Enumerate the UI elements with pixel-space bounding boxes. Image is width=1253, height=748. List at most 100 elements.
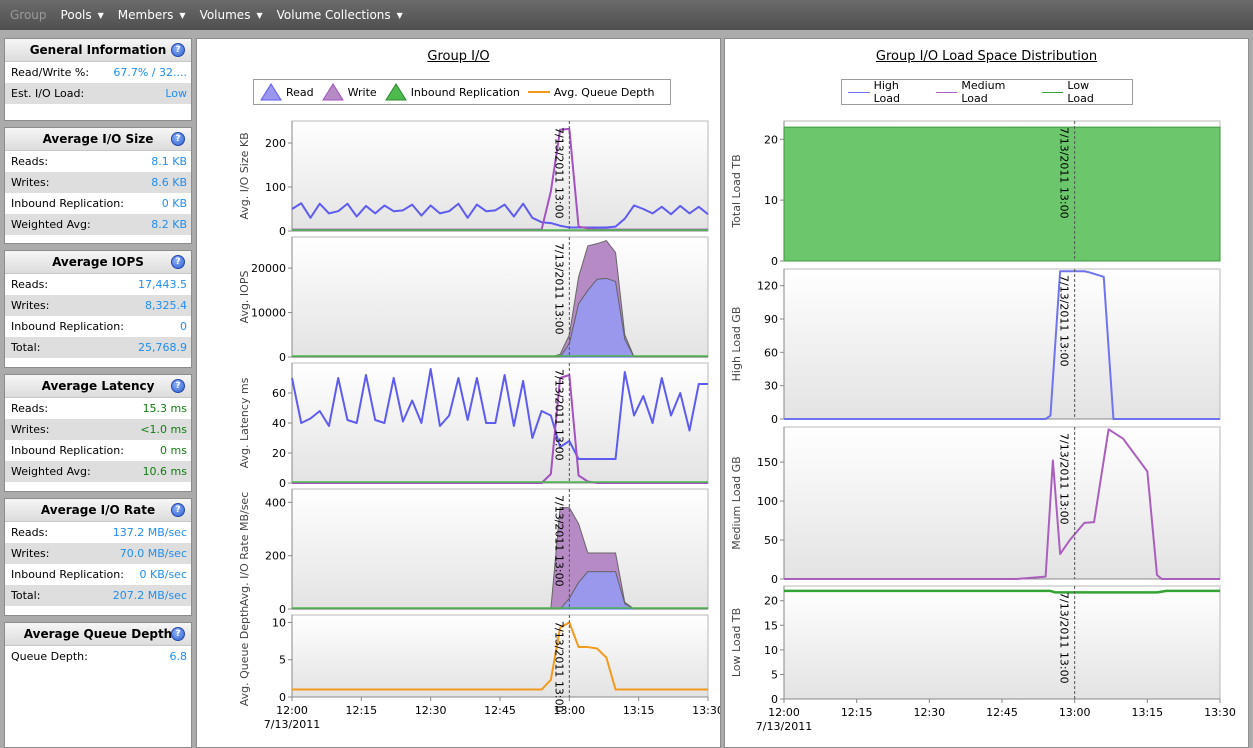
- info-row: Writes: <1.0 ms: [5, 419, 191, 440]
- info-value: 17,443.5: [138, 278, 187, 291]
- help-icon[interactable]: ?: [171, 379, 185, 393]
- info-label: Weighted Avg:: [11, 465, 91, 478]
- y-tick-label: 40: [272, 417, 286, 430]
- plot-area: [783, 268, 1221, 420]
- group-io-panel: Group I/O Read Write Inbound Replication…: [196, 38, 721, 748]
- time-marker-label: 7/13/2011 13:00: [552, 495, 565, 587]
- time-marker-label: 7/13/2011 13:00: [1058, 592, 1071, 684]
- info-value: 0 ms: [160, 444, 187, 457]
- info-value: 0 KB: [161, 197, 187, 210]
- help-icon[interactable]: ?: [171, 255, 185, 269]
- info-label: Reads:: [11, 155, 49, 168]
- section-header: General Information?: [5, 39, 191, 62]
- read-swatch-icon: [260, 83, 282, 101]
- low-load-line: [784, 589, 1220, 594]
- info-label: Writes:: [11, 176, 50, 189]
- group-io-title: Group I/O: [427, 49, 490, 64]
- y-tick-label: 20: [764, 133, 778, 146]
- load-distribution-legend: High Load Medium Load Low Load: [841, 79, 1133, 105]
- section-header: Average Latency?: [5, 375, 191, 398]
- time-marker-label: 7/13/2011 13:00: [552, 369, 565, 461]
- info-label: Reads:: [11, 526, 49, 539]
- info-label: Est. I/O Load:: [11, 87, 85, 100]
- x-tick-label: 12:15: [841, 706, 873, 719]
- y-tick-label: 0: [279, 691, 286, 704]
- time-marker-label: 7/13/2011 13:00: [1058, 433, 1071, 525]
- info-row: Writes: 70.0 MB/sec: [5, 543, 191, 564]
- read-line: [291, 368, 708, 460]
- y-tick-label: 200: [265, 550, 286, 563]
- y-tick-label: 120: [757, 280, 778, 293]
- plot-area: [291, 488, 709, 610]
- help-icon[interactable]: ?: [171, 132, 185, 146]
- menu-label: Members: [117, 8, 174, 22]
- y-tick-label: 0: [771, 413, 778, 426]
- time-marker-label: 7/13/2011 13:00: [552, 127, 565, 219]
- x-tick-label: 13:00: [553, 704, 585, 717]
- section-average-i-o-rate: Average I/O Rate? Reads: 137.2 MB/sec Write…: [4, 498, 192, 616]
- info-label: Writes:: [11, 423, 50, 436]
- write-swatch-icon: [321, 83, 344, 101]
- y-axis-label: Total Load TB: [730, 154, 743, 228]
- info-label: Inbound Replication:: [11, 197, 124, 210]
- y-tick-label: 400: [265, 496, 286, 509]
- info-label: Total:: [11, 341, 41, 354]
- legend-high-load: High Load: [848, 79, 928, 105]
- info-value: 10.6 ms: [142, 465, 187, 478]
- help-icon[interactable]: ?: [171, 43, 185, 57]
- avg-queue-depth-line: [292, 621, 708, 691]
- menu-label: Group: [10, 8, 47, 22]
- x-tick-label: 12:45: [986, 706, 1018, 719]
- plot-area: [783, 585, 1221, 700]
- y-tick-label: 30: [764, 380, 778, 393]
- info-value: 6.8: [169, 650, 188, 663]
- menu-members[interactable]: Members ▼: [118, 8, 186, 22]
- y-tick-label: 0: [279, 603, 286, 616]
- menu-volume-collections[interactable]: Volume Collections ▼: [277, 8, 403, 22]
- help-icon[interactable]: ?: [171, 627, 185, 641]
- info-row: Reads: 17,443.5: [5, 274, 191, 295]
- menu-pools[interactable]: Pools ▼: [61, 8, 104, 22]
- section-title: Average Queue Depth: [23, 627, 173, 641]
- info-label: Read/Write %:: [11, 66, 90, 79]
- info-row: Inbound Replication: 0 ms: [5, 440, 191, 461]
- y-tick-label: 10000: [251, 307, 286, 320]
- menu-group[interactable]: Group: [10, 8, 47, 22]
- y-tick-label: 60: [764, 346, 778, 359]
- top-menu-bar: Group Pools ▼ Members ▼ Volumes ▼ Volume Collec…: [0, 0, 1253, 30]
- help-icon[interactable]: ?: [171, 503, 185, 517]
- info-row: Weighted Avg: 10.6 ms: [5, 461, 191, 482]
- legend-read: Read: [260, 83, 314, 101]
- y-tick-label: 20: [764, 595, 778, 608]
- info-value: 0 KB/sec: [139, 568, 187, 581]
- info-value: 70.0 MB/sec: [119, 547, 187, 560]
- info-label: Inbound Replication:: [11, 320, 124, 333]
- x-tick-label: 12:00: [768, 706, 800, 719]
- plot-area: [291, 236, 709, 358]
- menu-volumes[interactable]: Volumes ▼: [200, 8, 263, 22]
- time-marker-label: 7/13/2011 13:00: [552, 243, 565, 335]
- info-row: Inbound Replication: 0: [5, 316, 191, 337]
- info-label: Total:: [11, 589, 41, 602]
- section-header: Average IOPS?: [5, 251, 191, 274]
- section-title: General Information: [29, 43, 167, 57]
- section-average-i-o-size: Average I/O Size? Reads: 8.1 KB Writes: 8.6 …: [4, 127, 192, 244]
- write-area: [292, 507, 708, 610]
- legend-medium-load-label: Medium Load: [961, 79, 1006, 105]
- x-tick-label: 12:15: [345, 704, 377, 717]
- y-tick-label: 50: [764, 534, 778, 547]
- x-tick-label: 13:30: [692, 704, 720, 717]
- y-tick-label: 0: [771, 693, 778, 706]
- x-tick-label: 13:00: [1059, 706, 1091, 719]
- plot-area: [291, 362, 709, 484]
- section-header: Average I/O Size?: [5, 128, 191, 151]
- section-average-queue-depth: Average Queue Depth? Queue Depth: 6.8: [4, 622, 192, 748]
- info-label: Writes:: [11, 299, 50, 312]
- chevron-down-icon: ▼: [256, 10, 263, 20]
- info-value: 8.2 KB: [151, 218, 187, 231]
- y-axis-label: Avg. I/O Rate MB/sec: [238, 492, 251, 606]
- info-value: 8.6 KB: [151, 176, 187, 189]
- low-load-line-icon: [1041, 91, 1064, 93]
- legend-inbound-label: Inbound Replication: [410, 85, 520, 99]
- info-value: 67.7% / 32....: [113, 66, 187, 79]
